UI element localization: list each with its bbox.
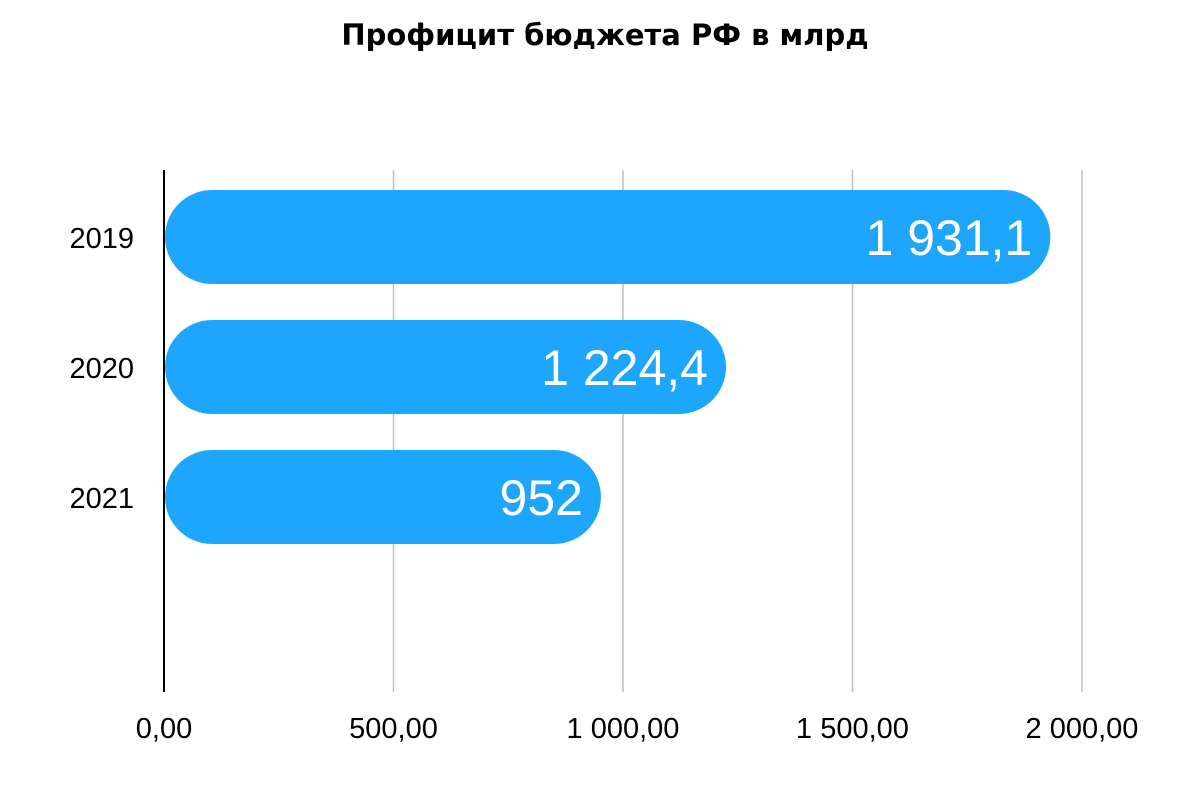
- bar: [165, 450, 601, 544]
- x-tick-label: 1 500,00: [796, 713, 909, 745]
- data-label: 952: [500, 470, 583, 526]
- category-label: 2020: [69, 353, 134, 385]
- category-label: 2019: [69, 223, 134, 255]
- x-tick-label: 1 000,00: [567, 713, 680, 745]
- data-label: 1 224,4: [541, 340, 708, 396]
- bar: [165, 190, 1051, 284]
- bars: [165, 190, 1051, 544]
- chart-title: Профицит бюджета РФ в млрд: [341, 18, 869, 52]
- x-tick-label: 500,00: [349, 713, 438, 745]
- data-label: 1 931,1: [866, 210, 1033, 266]
- labels: 1 931,1 1 224,4 952 2019 2020 2021 0,00 500,00 1…: [69, 210, 1138, 745]
- x-tick-label: 0,00: [136, 713, 192, 745]
- category-label: 2021: [69, 483, 134, 515]
- x-tick-label: 2 000,00: [1026, 713, 1139, 745]
- bar: [165, 320, 726, 414]
